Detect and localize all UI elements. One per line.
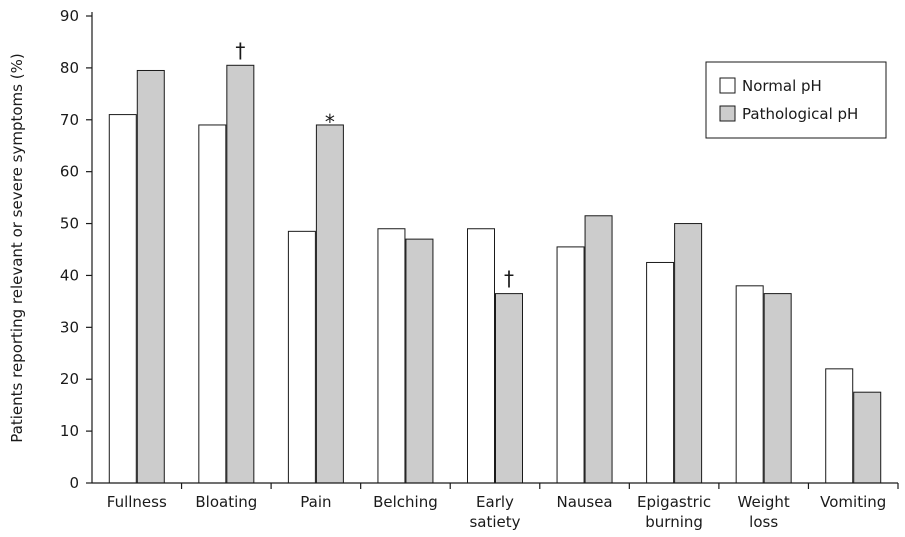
y-tick-label: 60 — [60, 163, 79, 181]
bar-normal-ph — [287, 230, 316, 484]
bar-normal-ph — [735, 285, 764, 484]
y-tick-label: 70 — [60, 111, 79, 129]
bar-pathological-ph — [315, 124, 344, 484]
bar-pathological-ph — [405, 238, 434, 484]
significance-marker: † — [504, 267, 514, 291]
bar-normal-ph — [646, 261, 675, 484]
bar-pathological-ph — [853, 391, 882, 484]
x-category-label: Fullness — [107, 493, 167, 511]
x-category-label-line: Vomiting — [820, 493, 886, 511]
x-category-label-line: Belching — [373, 493, 438, 511]
x-category-label-line: Bloating — [195, 493, 257, 511]
legend-label: Pathological pH — [742, 105, 858, 123]
x-category-label: Early satiety — [469, 493, 520, 531]
bar-pathological-ph — [226, 64, 255, 484]
bar-normal-ph — [556, 246, 585, 484]
x-category-label: Nausea — [556, 493, 612, 511]
x-category-label-line: satiety — [469, 513, 520, 531]
y-axis-title: Patients reporting relevant or severe sy… — [8, 53, 26, 442]
x-category-label-line: Weight — [738, 493, 790, 511]
annotations: † * † — [235, 38, 514, 290]
significance-marker: * — [325, 110, 335, 134]
legend-swatch — [719, 105, 736, 122]
bar-pathological-ph — [674, 223, 703, 484]
legend-swatch — [719, 77, 736, 94]
y-tick-label: 80 — [60, 59, 79, 77]
x-axis: Fullness Bloating Pain Belching Early satiety… — [92, 482, 899, 531]
legend: Normal pH Pathological pH — [705, 61, 887, 139]
bar-normal-ph — [108, 114, 137, 484]
legend-label: Normal pH — [742, 77, 822, 95]
x-category-label-line: burning — [645, 513, 703, 531]
bar-normal-ph — [825, 368, 854, 484]
y-axis: 0 10 20 30 40 50 60 70 80 90 — [60, 7, 93, 492]
y-tick-label: 20 — [60, 370, 79, 388]
legend-box — [705, 61, 887, 139]
y-tick-label: 90 — [60, 7, 79, 25]
x-category-label: Epigastric burning — [637, 493, 711, 531]
x-category-label-line: Fullness — [107, 493, 167, 511]
y-tick-label: 30 — [60, 318, 79, 336]
x-category-label-line: Nausea — [556, 493, 612, 511]
x-category-label: Vomiting — [820, 493, 886, 511]
bar-pathological-ph — [136, 69, 165, 484]
significance-marker: † — [235, 38, 245, 62]
x-category-label: Pain — [300, 493, 331, 511]
bar-pathological-ph — [584, 215, 613, 484]
x-category-label-line: Early — [476, 493, 514, 511]
bar-pathological-ph — [495, 293, 523, 484]
x-category-label-line: loss — [749, 513, 778, 531]
bar-pathological-ph — [763, 293, 792, 484]
bar-normal-ph — [198, 124, 227, 484]
x-category-label: Weight loss — [738, 493, 790, 531]
y-tick-label: 40 — [60, 266, 79, 284]
x-category-label-line: Epigastric — [637, 493, 711, 511]
bar-normal-ph — [377, 228, 406, 484]
y-tick-label: 10 — [60, 422, 79, 440]
bars — [108, 64, 882, 484]
y-tick-label: 0 — [69, 474, 79, 492]
bar-normal-ph — [467, 228, 495, 484]
x-category-label: Belching — [373, 493, 438, 511]
x-category-label: Bloating — [195, 493, 257, 511]
x-category-label-line: Pain — [300, 493, 331, 511]
y-tick-label: 50 — [60, 215, 79, 233]
